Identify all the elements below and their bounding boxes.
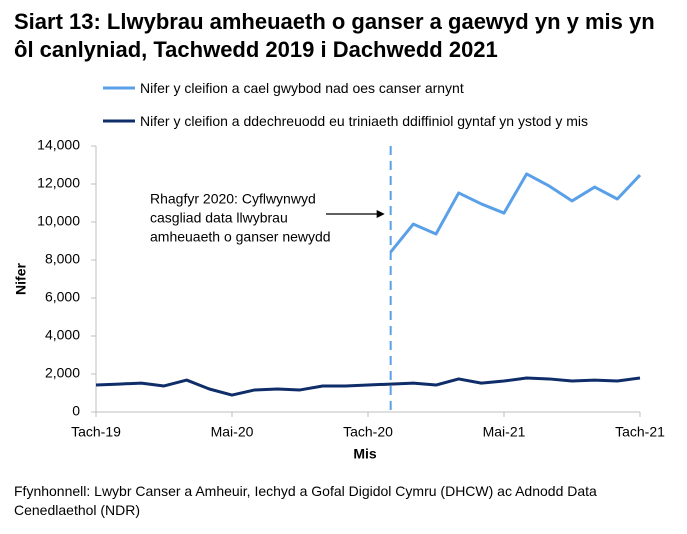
annotation: casgliad data llwybrau xyxy=(150,210,288,226)
x-tick-label: Mai-21 xyxy=(483,424,526,440)
x-axis-title: Mis xyxy=(353,446,377,462)
x-tick-label: Tach-19 xyxy=(71,424,121,440)
legend-label: Nifer y cleifion a cael gwybod nad oes c… xyxy=(140,80,464,96)
x-tick-label: Mai-20 xyxy=(211,424,254,440)
y-tick-label: 4,000 xyxy=(45,327,80,343)
annotation: amheuaeth o ganser newydd xyxy=(150,229,331,245)
y-tick-label: 2,000 xyxy=(45,365,80,381)
annotation-arrowhead xyxy=(376,210,385,218)
x-tick-label: Tach-20 xyxy=(343,424,393,440)
y-tick-label: 12,000 xyxy=(37,175,80,191)
y-tick-label: 14,000 xyxy=(37,137,80,153)
data-line xyxy=(95,376,641,397)
y-tick-label: 0 xyxy=(72,403,80,419)
data-line xyxy=(389,172,642,253)
chart-title: Siart 13: Llwybrau amheuaeth o ganser a … xyxy=(14,9,655,62)
source-note: Ffynhonnell: Lwybr Canser a Amheuir, Iec… xyxy=(14,483,597,518)
x-tick-label: Tach-21 xyxy=(615,424,665,440)
annotation: Rhagfyr 2020: Cyflwynwyd xyxy=(150,191,316,207)
y-tick-label: 8,000 xyxy=(45,251,80,267)
y-axis-title: Nifer xyxy=(13,263,29,295)
y-tick-label: 10,000 xyxy=(37,213,80,229)
legend-label: Nifer y cleifion a ddechreuodd eu trinia… xyxy=(140,113,588,129)
y-tick-label: 6,000 xyxy=(45,289,80,305)
